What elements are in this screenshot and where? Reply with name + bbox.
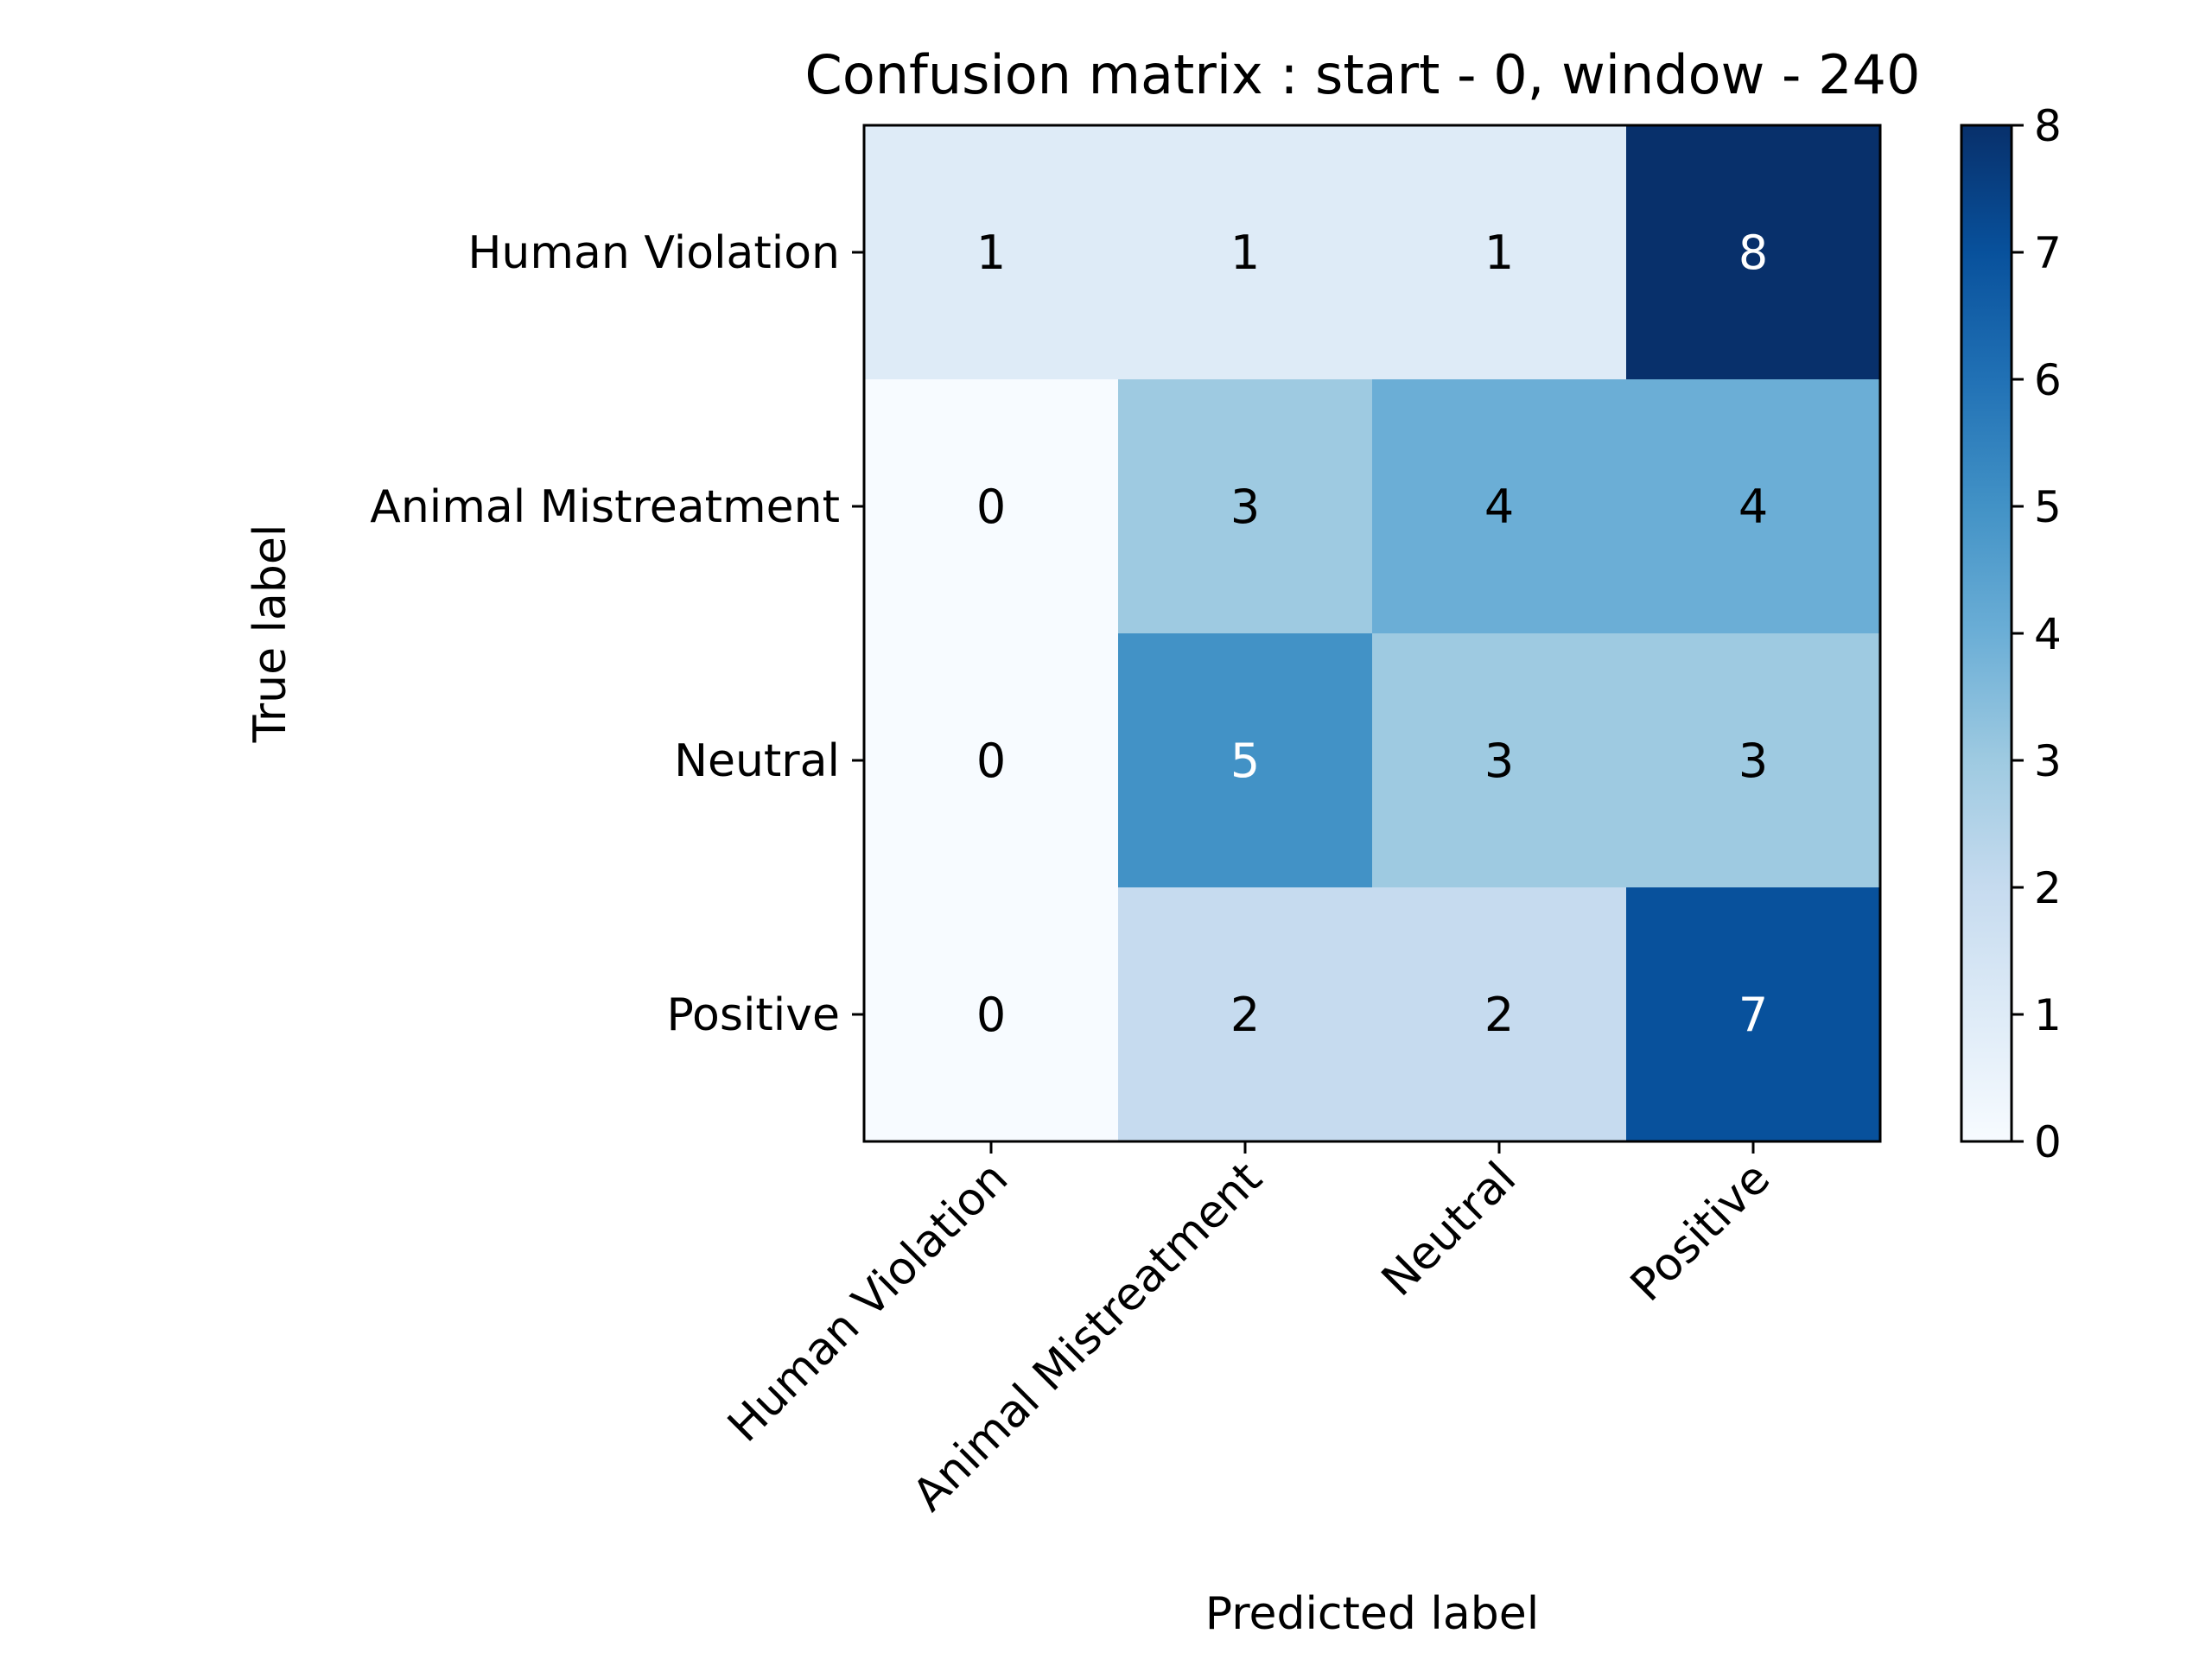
cell-value-label: 1: [1484, 226, 1514, 280]
colorbar-tick-label: 0: [2034, 1117, 2062, 1167]
x-axis-label: Predicted label: [1205, 1588, 1539, 1640]
cell-value-labels: 1 1 1 8 0 3 4 4 0 5 3 3 0 2 2 7: [976, 226, 1768, 1042]
colorbar: [1961, 125, 2012, 1141]
cell-value-label: 1: [976, 226, 1006, 280]
cell-value-label: 2: [1230, 988, 1260, 1042]
x-tick-label: Positive: [1621, 1153, 1780, 1312]
cell-value-label: 4: [1484, 480, 1514, 534]
colorbar-ticks: 0 1 2 3 4 5 6 7 8: [2012, 101, 2062, 1167]
cell-value-label: 0: [976, 734, 1006, 788]
heatmap-cell: [1372, 633, 1627, 888]
y-tick-label: Animal Mistreatment: [370, 481, 840, 533]
cell-value-label: 5: [1230, 734, 1260, 788]
heatmap-cell: [864, 887, 1119, 1142]
y-axis-ticks: Human Violation Animal Mistreatment Neutra…: [370, 227, 864, 1041]
y-tick-label: Positive: [667, 989, 840, 1041]
x-tick-label: Neutral: [1372, 1153, 1526, 1306]
x-tick-label: Human Violation: [718, 1153, 1018, 1452]
cell-value-label: 7: [1738, 988, 1768, 1042]
heatmap-cell: [1118, 633, 1373, 888]
heatmap-cells: [864, 125, 1881, 1142]
heatmap-cell: [1372, 379, 1627, 634]
cell-value-label: 3: [1484, 734, 1514, 788]
heatmap-cell: [1118, 887, 1373, 1142]
colorbar-tick-label: 4: [2034, 609, 2062, 659]
cell-value-label: 3: [1230, 480, 1260, 534]
chart-title: Confusion matrix : start - 0, window - 2…: [805, 43, 1921, 106]
heatmap-cell: [1626, 379, 1881, 634]
y-tick-label: Neutral: [674, 735, 840, 787]
cell-value-label: 8: [1738, 226, 1768, 280]
heatmap-cell: [1626, 633, 1881, 888]
cell-value-label: 0: [976, 988, 1006, 1042]
heatmap-cell: [1118, 125, 1373, 380]
heatmap-cell: [1372, 125, 1627, 380]
colorbar-tick-label: 7: [2034, 228, 2062, 278]
heatmap-cell: [1372, 887, 1627, 1142]
colorbar-tick-label: 6: [2034, 355, 2062, 405]
colorbar-tick-label: 2: [2034, 863, 2062, 913]
colorbar-tick-label: 3: [2034, 736, 2062, 786]
heatmap-cell: [864, 379, 1119, 634]
heatmap-cell: [864, 633, 1119, 888]
heatmap-cell: [1626, 887, 1881, 1142]
colorbar-tick-label: 1: [2034, 990, 2062, 1040]
cell-value-label: 2: [1484, 988, 1514, 1042]
y-tick-label: Human Violation: [467, 227, 840, 279]
cell-value-label: 4: [1738, 480, 1768, 534]
heatmap-cell: [864, 125, 1119, 380]
plot-frame: [862, 124, 1882, 1143]
heatmap-cell: [1118, 379, 1373, 634]
heatmap-cell: [1626, 125, 1881, 380]
cell-value-label: 1: [1230, 226, 1260, 280]
y-axis-label: True label: [245, 524, 296, 744]
colorbar-tick-label: 8: [2034, 101, 2062, 151]
cell-value-label: 3: [1738, 734, 1768, 788]
colorbar-tick-label: 5: [2034, 482, 2062, 532]
cell-value-label: 0: [976, 480, 1006, 534]
